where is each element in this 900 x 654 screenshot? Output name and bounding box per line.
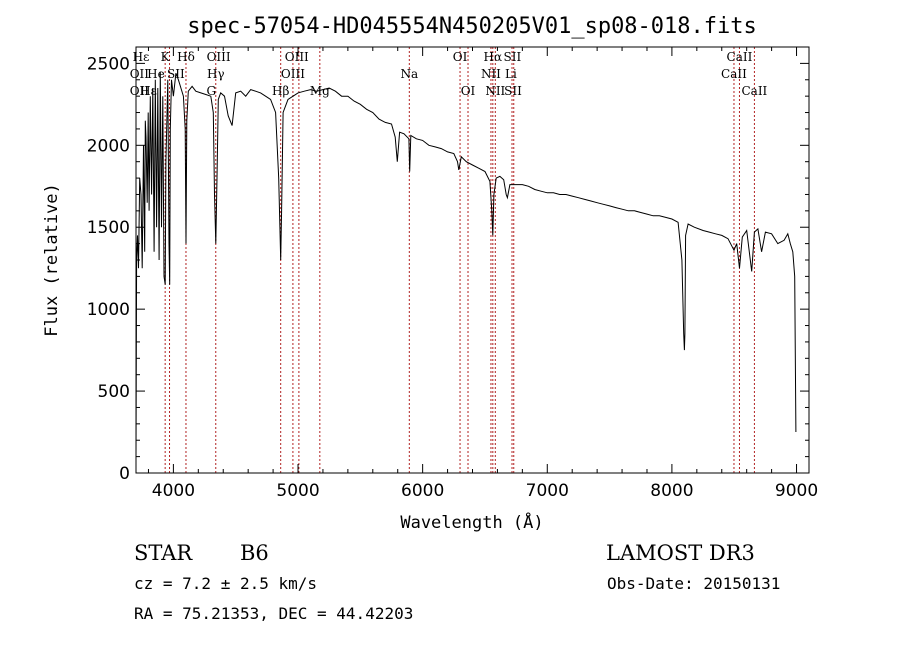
line-annotation: Na	[400, 67, 418, 81]
line-annotation: He	[147, 67, 165, 81]
line-annotation: CaII	[741, 84, 767, 98]
line-annotation: NII	[485, 84, 505, 98]
line-annotation: Hδ	[177, 50, 195, 64]
spectrum-line	[135, 71, 797, 457]
line-annotation: OI	[461, 84, 476, 98]
line-annotation: CaII	[721, 67, 747, 81]
line-annotation: SII	[504, 50, 522, 64]
obs-date-text: Obs-Date: 20150131	[607, 574, 780, 593]
line-annotation: Li	[505, 67, 517, 81]
line-annotation: NII	[481, 67, 501, 81]
chart-title: spec-57054-HD045554N450205V01_sp08-018.f…	[187, 14, 757, 39]
x-tick-label: 4000	[152, 481, 195, 501]
redshift-text: cz = 7.2 ± 2.5 km/s	[134, 574, 317, 593]
y-tick-label: 0	[119, 464, 130, 484]
y-tick-label: 1000	[87, 300, 130, 320]
subclass: B6	[240, 541, 269, 565]
line-annotation: Hβ	[272, 84, 289, 98]
y-axis-ticks: 0 500 1000 1500 2000 2500	[87, 54, 809, 484]
line-annotation: Hε	[133, 50, 150, 64]
line-annotation: OIII	[285, 50, 309, 64]
coords-text: RA = 75.21353, DEC = 44.42203	[134, 604, 413, 623]
line-annotation: CaII	[727, 50, 753, 64]
x-tick-label: 5000	[276, 481, 319, 501]
x-axis-ticks: 4000 5000 6000 7000 8000 9000	[147, 47, 818, 501]
line-annotation: OII	[130, 67, 150, 81]
plot-frame	[135, 46, 810, 474]
line-annotation: G	[206, 84, 216, 98]
line-annotation: Hγ	[207, 67, 225, 81]
line-annotation: Mg	[310, 84, 330, 98]
line-annotation: Hα	[484, 50, 503, 64]
line-annotation: Hε	[140, 84, 157, 98]
x-axis-label: Wavelength (Å)	[400, 511, 543, 533]
object-type: STAR	[134, 541, 193, 565]
line-annotation: SII	[504, 84, 522, 98]
line-annotation: OIII	[281, 67, 305, 81]
line-annotation: OIII	[207, 50, 231, 64]
y-tick-label: 2500	[87, 54, 130, 74]
line-annotation: OI	[453, 50, 468, 64]
survey-label: LAMOST DR3	[606, 541, 755, 565]
y-axis-label: Flux (relative)	[42, 183, 62, 337]
line-annotation: K	[161, 50, 171, 64]
x-tick-label: 8000	[650, 481, 693, 501]
x-tick-label: 6000	[401, 481, 444, 501]
x-tick-label: 9000	[775, 481, 818, 501]
reference-lines	[164, 47, 755, 473]
y-tick-label: 1500	[87, 218, 130, 238]
line-annotation: OII	[130, 84, 150, 98]
x-tick-label: 7000	[526, 481, 569, 501]
y-tick-label: 2000	[87, 136, 130, 156]
y-tick-label: 500	[98, 382, 130, 402]
